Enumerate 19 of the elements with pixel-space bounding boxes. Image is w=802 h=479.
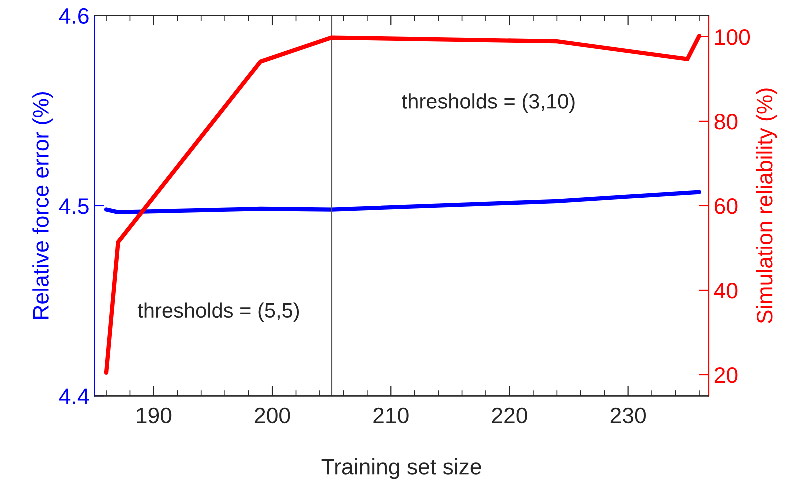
y2-axis-title: Simulation reliability (%) — [756, 88, 778, 324]
y-axis-title: Relative force error (%) — [32, 92, 54, 319]
y-tick-label: 4.5 — [59, 198, 89, 214]
annotation: thresholds = (3,10) — [402, 94, 575, 113]
y2-tick-label: 100 — [716, 29, 750, 46]
x-tick-label: 230 — [610, 408, 646, 424]
line-series — [104, 190, 702, 215]
y2-tick-label: 80 — [714, 114, 738, 130]
x-tick-label: 200 — [255, 408, 290, 424]
x-tick-label: 190 — [137, 408, 172, 424]
y-tick-label: 4.4 — [59, 388, 90, 404]
y-tick-label: 4.6 — [59, 8, 89, 24]
annotation: thresholds = (5,5) — [138, 302, 300, 322]
y2-tick-label: 60 — [714, 198, 738, 214]
y2-tick-label: 20 — [714, 368, 738, 384]
x-axis-title: Training set size — [322, 458, 482, 479]
x-tick-label: 210 — [374, 408, 409, 424]
y2-tick-label: 40 — [714, 283, 738, 299]
x-tick-label: 220 — [492, 408, 528, 424]
